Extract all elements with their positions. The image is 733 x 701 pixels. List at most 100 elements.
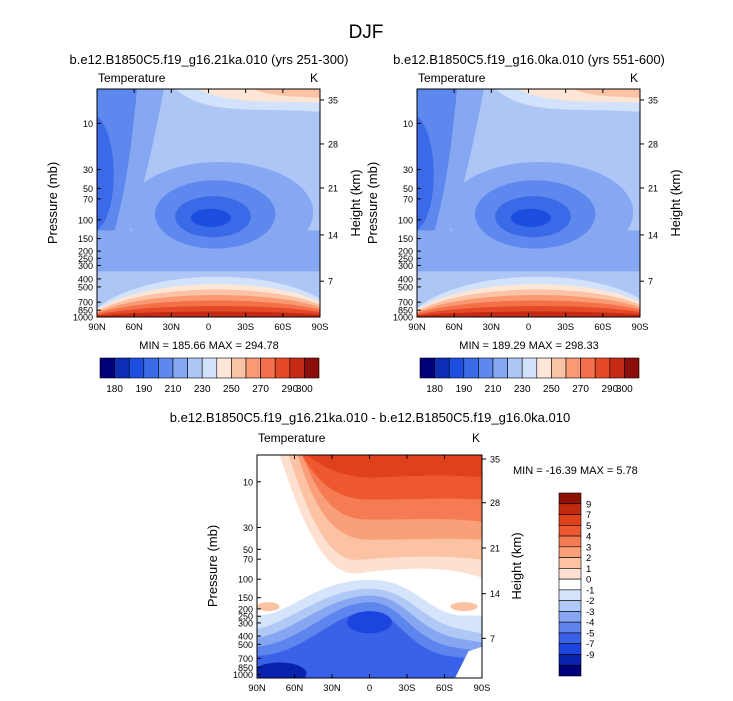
panel3-ytick-label: 100 xyxy=(238,575,253,585)
panel3-min-max: MIN = -16.39 MAX = 5.78 xyxy=(513,465,638,477)
panel3-ytick-label: 500 xyxy=(238,640,253,650)
panel1-xtick-label: 30S xyxy=(237,322,254,333)
colorbar-swatch xyxy=(609,357,625,379)
panel3-ytick-label: 400 xyxy=(238,632,253,642)
contour-tropopause-4 xyxy=(190,208,231,227)
panel1-ytick-label: 10 xyxy=(83,119,93,129)
colorbar-swatch xyxy=(558,514,582,526)
panel1-ytick-right-label: 7 xyxy=(328,277,333,287)
colorbar-swatch xyxy=(434,357,450,379)
colorbar-swatch xyxy=(565,357,581,379)
panel3-ytick-label: 1000 xyxy=(233,670,253,680)
contour-upper-band-3 xyxy=(253,89,320,99)
colorbar-swatch xyxy=(558,600,582,612)
colorbar-label: 230 xyxy=(514,384,531,395)
panel2-xtick-label: 30S xyxy=(557,322,574,333)
colorbar-swatch xyxy=(231,357,247,379)
panel1-min-max: MIN = 185.66 MAX = 294.78 xyxy=(139,340,278,352)
panel1-ytick-right-label: 28 xyxy=(328,139,338,149)
panel3-ytick-right-label: 35 xyxy=(490,455,500,465)
colorbar-label: -9 xyxy=(586,650,594,661)
colorbar-swatch xyxy=(580,357,596,379)
colorbar-swatch xyxy=(558,578,582,591)
panel1-xtick-label: 0 xyxy=(206,322,211,333)
colorbar-label: 190 xyxy=(455,384,472,395)
colorbar-swatch xyxy=(128,357,145,379)
panel1-ytick-right-label: 35 xyxy=(328,95,338,105)
panel3-xtick-label: 30S xyxy=(399,683,416,694)
panel3-xtick-label: 60S xyxy=(436,683,453,694)
panel3-ytick-label: 850 xyxy=(238,663,253,673)
panel1-ytick-label: 30 xyxy=(83,165,93,175)
colorbar-label: 270 xyxy=(252,384,269,395)
colorbar-swatch xyxy=(558,632,582,645)
panel1-ytick-label: 70 xyxy=(83,194,93,204)
diff-warm-6 xyxy=(306,455,482,478)
colorbar-swatch xyxy=(558,589,582,601)
panel2-min-max: MIN = 189.29 MAX = 298.33 xyxy=(459,340,598,352)
colorbar-swatch xyxy=(558,546,582,558)
panel1-ytick-right-label: 14 xyxy=(328,230,338,240)
panel1-xtick-label: 90N xyxy=(88,322,106,333)
colorbar-label: -7 xyxy=(586,639,594,650)
panel2-ylabel: Pressure (mb) xyxy=(365,162,380,244)
colorbar-label: 270 xyxy=(572,384,589,395)
colorbar-swatch xyxy=(558,557,582,569)
panel1-xtick-label: 60S xyxy=(274,322,291,333)
colorbar-label: -3 xyxy=(586,607,594,618)
diff-cold-5 xyxy=(257,611,482,678)
panel2-variable-label: Temperature xyxy=(418,71,486,85)
panel3-ytick-right-label: 14 xyxy=(490,589,500,599)
panel2-contour-field xyxy=(417,89,640,317)
panel1-ylabel-right: Height (km) xyxy=(348,169,363,236)
panel3-xtick-label: 0 xyxy=(367,683,372,694)
panel2-ytick-label: 500 xyxy=(398,282,413,292)
panel3-ytick-label: 700 xyxy=(238,654,253,664)
panel1-units-label: K xyxy=(310,71,318,85)
diff-warm-blob xyxy=(450,602,478,612)
panel2-xtick-label: 60N xyxy=(445,322,463,333)
colorbar-swatch xyxy=(492,357,508,379)
colorbar-label: 1 xyxy=(586,564,591,575)
colorbar-label: -5 xyxy=(586,628,594,639)
panel2-ytick-label: 150 xyxy=(398,234,413,244)
panel2-ytick-right-label: 35 xyxy=(648,95,658,105)
panel1-ytick-label: 700 xyxy=(78,298,93,308)
panel2-xtick-label: 90S xyxy=(632,322,649,333)
colorbar-swatch xyxy=(558,568,582,580)
panel2-ytick-label: 1000 xyxy=(393,313,413,323)
contour-polar-cold-3 xyxy=(417,116,434,231)
colorbar-label: 2 xyxy=(586,553,591,564)
panel3-ytick-label: 10 xyxy=(243,477,253,487)
colorbar-swatch xyxy=(558,524,582,537)
colorbar-swatch xyxy=(114,357,130,379)
panel2-ytick-right-label: 14 xyxy=(648,230,658,240)
colorbar-swatch xyxy=(507,357,523,379)
colorbar-label: 230 xyxy=(194,384,211,395)
panel1-variable-label: Temperature xyxy=(98,71,166,85)
panel3-ytick-label: 70 xyxy=(243,555,253,565)
colorbar-swatch xyxy=(558,535,582,548)
colorbar-label: 9 xyxy=(586,499,591,510)
colorbar-swatch xyxy=(201,357,218,379)
panel3-ytick-label: 250 xyxy=(238,612,253,622)
panel2-ytick-label: 400 xyxy=(398,274,413,284)
contour-tropopause-4 xyxy=(510,208,551,227)
colorbar-label: 180 xyxy=(106,384,123,395)
figure-title: DJF xyxy=(349,22,384,43)
panel3-xtick-label: 60N xyxy=(286,683,304,694)
colorbar-swatch xyxy=(260,357,276,379)
colorbar-label: 190 xyxy=(135,384,152,395)
colorbar-label: 250 xyxy=(543,384,560,395)
panel3-ytick-right-label: 7 xyxy=(490,634,495,644)
panel2-ytick-label: 200 xyxy=(398,247,413,257)
colorbar-swatch xyxy=(245,357,261,379)
panel2-ytick-right-label: 28 xyxy=(648,139,658,149)
colorbar-label: 180 xyxy=(426,384,443,395)
colorbar-swatch xyxy=(558,654,582,666)
panel3-xtick-label: 30N xyxy=(323,683,341,694)
panel3-ytick-label: 30 xyxy=(243,523,253,533)
colorbar-swatch xyxy=(558,611,582,623)
